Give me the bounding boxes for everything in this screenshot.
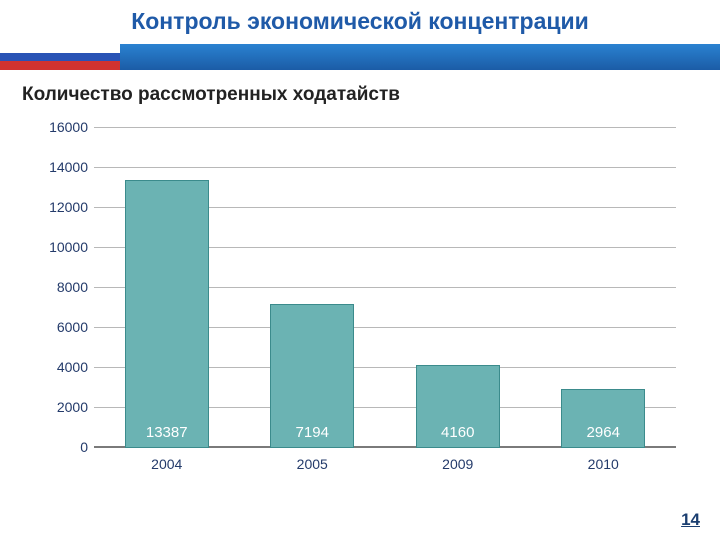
bar: 2964 [561, 389, 645, 448]
page-number: 14 [681, 510, 700, 529]
y-tick-label: 4000 [38, 359, 88, 375]
bar-value-label: 2964 [562, 424, 644, 441]
bar-chart: 13387 7194 4160 2964 0 2000 4000 6000 8000 10000… [38, 122, 682, 482]
bar-value-label: 4160 [417, 424, 499, 441]
bar: 13387 [125, 180, 209, 448]
bar: 7194 [270, 304, 354, 448]
x-tick-label: 2004 [94, 456, 240, 472]
page-title: Контроль экономической концентрации [0, 8, 720, 35]
y-tick-label: 16000 [38, 119, 88, 135]
header-accent-bar [0, 44, 720, 70]
y-tick-label: 12000 [38, 199, 88, 215]
flag-stripe-red [0, 61, 120, 70]
y-tick-label: 10000 [38, 239, 88, 255]
bar-value-label: 7194 [271, 424, 353, 441]
flag-stripes [0, 44, 120, 70]
x-tick-label: 2005 [240, 456, 386, 472]
chart-subtitle: Количество рассмотренных ходатайств [22, 84, 400, 106]
bars-container: 13387 7194 4160 2964 [94, 128, 676, 448]
x-tick-label: 2009 [385, 456, 531, 472]
y-tick-label: 14000 [38, 159, 88, 175]
y-tick-label: 2000 [38, 399, 88, 415]
y-tick-label: 0 [38, 439, 88, 455]
page-number-box: 14 [673, 508, 708, 532]
x-tick-label: 2010 [531, 456, 677, 472]
y-tick-label: 8000 [38, 279, 88, 295]
bar-value-label: 13387 [126, 424, 208, 441]
bar: 4160 [416, 365, 500, 448]
slide: Контроль экономической концентрации Коли… [0, 0, 720, 540]
y-tick-label: 6000 [38, 319, 88, 335]
flag-stripe-white [0, 44, 120, 53]
flag-stripe-blue [0, 53, 120, 62]
